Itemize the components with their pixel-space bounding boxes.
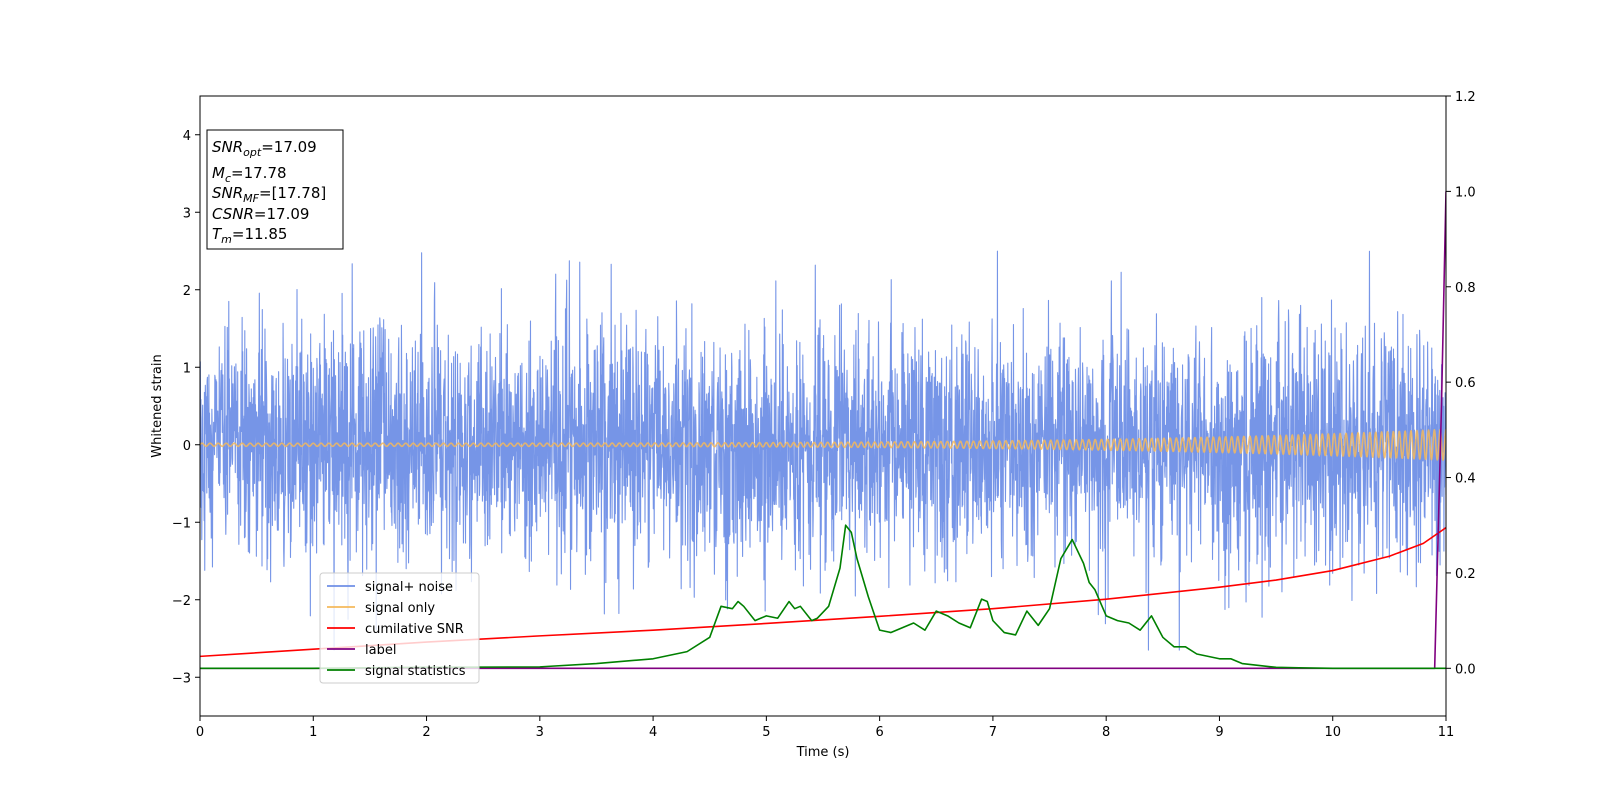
- annotation-symbol: CSNR: [212, 205, 254, 223]
- legend-label: cumilative SNR: [365, 622, 464, 637]
- y-tick-label: 3: [183, 206, 191, 221]
- y-tick-label: −3: [172, 671, 191, 686]
- annotation-symbol: SNR: [212, 184, 243, 202]
- y-tick-label: 1: [183, 361, 191, 376]
- legend-label: signal+ noise: [365, 580, 453, 595]
- y-axis-label: Whitened strain: [150, 354, 165, 457]
- x-tick-label: 2: [422, 725, 430, 740]
- legend-label: signal only: [365, 601, 435, 616]
- y-axis-right: 0.0 0.2 0.4 0.6 0.8 1.0 1.2: [1446, 90, 1476, 677]
- annotation-line: CSNR=17.09: [212, 205, 309, 223]
- annotation-symbol: M: [212, 164, 225, 182]
- x-tick-label: 1: [309, 725, 317, 740]
- annotation-frame: [206, 129, 344, 250]
- annotation-value: =17.09: [261, 138, 317, 156]
- x-tick-label: 10: [1324, 725, 1341, 740]
- y2-tick-label: 0.2: [1455, 567, 1476, 582]
- x-tick-label: 0: [196, 725, 204, 740]
- x-tick-label: 7: [989, 725, 997, 740]
- annotation-symbol: T: [212, 225, 223, 243]
- y2-tick-label: 0.4: [1455, 472, 1476, 487]
- annotation-value: =11.85: [232, 225, 288, 243]
- annotation-line: Mc=17.78: [212, 164, 287, 185]
- y2-tick-label: 0.0: [1455, 662, 1476, 677]
- series-line-0: [200, 250, 1446, 651]
- annotation-subscript: opt: [243, 146, 262, 159]
- legend-label: signal statistics: [365, 664, 466, 679]
- legend-frame: [319, 572, 480, 684]
- x-tick-label: 11: [1438, 725, 1455, 740]
- plot-frame: [199, 95, 1447, 717]
- annotation-line: SNRopt=17.09: [212, 138, 317, 159]
- series-line-1: [200, 428, 1446, 461]
- x-tick-label: 8: [1102, 725, 1110, 740]
- x-tick-label: 9: [1215, 725, 1223, 740]
- y-tick-label: −1: [172, 516, 191, 531]
- y-tick-label: 0: [183, 439, 191, 454]
- x-axis: 0 1 2 3 4 5 6 7 8 9 10 11: [196, 716, 1454, 740]
- y-tick-label: 2: [183, 284, 191, 299]
- annotation-value: =17.09: [254, 205, 310, 223]
- series-line-4: [200, 524, 1446, 670]
- y-tick-label: 4: [183, 129, 191, 144]
- x-tick-label: 6: [875, 725, 883, 740]
- annotation-subscript: c: [225, 172, 231, 185]
- x-axis-label: Time (s): [796, 745, 850, 760]
- stats-annotation-box: SNRopt=17.09Mc=17.78SNRMF=[17.78]CSNR=17…: [206, 129, 344, 250]
- x-tick-label: 4: [649, 725, 657, 740]
- annotation-value: =17.78: [231, 164, 287, 182]
- x-tick-label: 5: [762, 725, 770, 740]
- annotation-line: SNRMF=[17.78]: [212, 184, 326, 205]
- y-tick-label: −2: [172, 594, 191, 609]
- annotation-subscript: m: [221, 233, 232, 246]
- x-tick-label: 3: [536, 725, 544, 740]
- legend-label: label: [365, 643, 396, 658]
- y2-tick-label: 0.8: [1455, 281, 1476, 296]
- series-line-3: [200, 191, 1446, 670]
- annotation-line: Tm=11.85: [212, 225, 287, 246]
- annotation-value: =[17.78]: [259, 184, 326, 202]
- y2-tick-label: 1.2: [1455, 90, 1476, 105]
- annotation-subscript: MF: [243, 192, 259, 205]
- legend: signal+ noise signal only cumilative SNR la…: [319, 572, 480, 684]
- y-axis-left: −3 −2 −1 0 1 2 3 4: [172, 129, 200, 686]
- y2-tick-label: 1.0: [1455, 185, 1476, 200]
- y2-tick-label: 0.6: [1455, 376, 1476, 391]
- annotation-symbol: SNR: [212, 138, 243, 156]
